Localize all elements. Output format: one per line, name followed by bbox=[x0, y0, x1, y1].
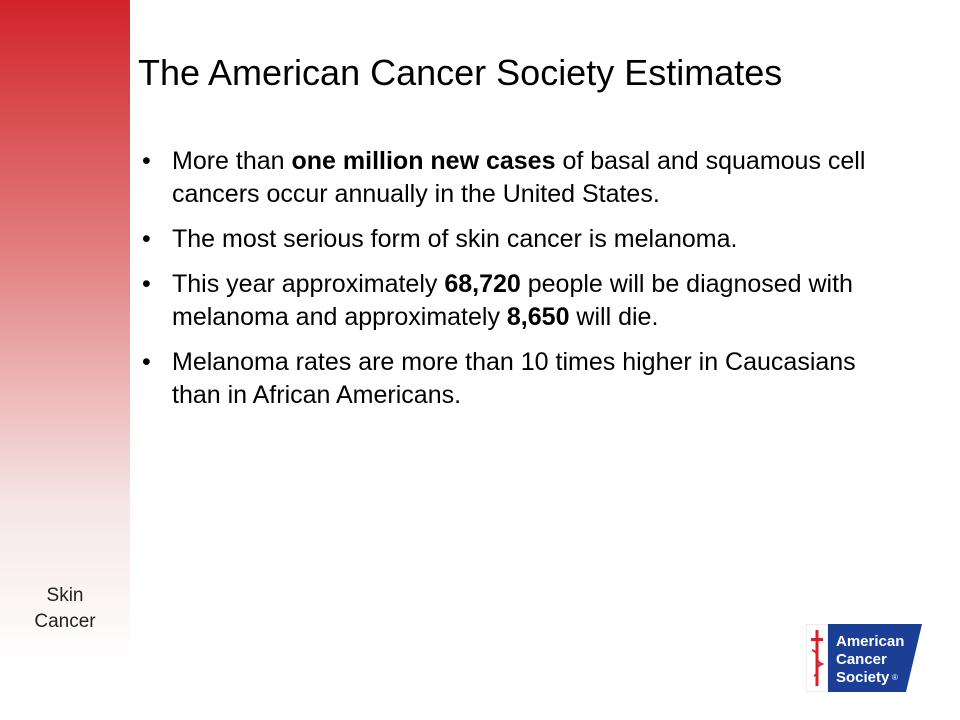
bullet-1-emphasis: one million new cases bbox=[291, 147, 556, 175]
bullet-dot: • bbox=[142, 147, 151, 175]
side-label: Skin Cancer bbox=[0, 583, 130, 635]
bullet-dot: • bbox=[142, 270, 151, 298]
bullet-dot: • bbox=[142, 225, 151, 253]
american-cancer-society-logo: American Cancer Society ® bbox=[806, 624, 922, 692]
bullet-item-3: • This year approximately 68,720 people … bbox=[142, 270, 853, 331]
logo-blue-panel bbox=[828, 624, 922, 692]
slide-title: The American Cancer Society Estimates bbox=[138, 52, 783, 93]
bullet-item-2: • The most serious form of skin cancer i… bbox=[142, 223, 902, 256]
bullet-3-deaths-count: 8,650 bbox=[506, 303, 570, 331]
side-gradient-bar bbox=[0, 0, 130, 720]
bullet-dot: • bbox=[142, 348, 151, 376]
logo-registered: ® bbox=[892, 673, 898, 682]
bullet-item-1: • More than one million new cases of bas… bbox=[142, 147, 866, 208]
logo-line1: American bbox=[836, 633, 904, 650]
sword-icon bbox=[811, 630, 825, 686]
logo-line2: Cancer bbox=[836, 651, 887, 668]
bullet-list: • More than one million new cases of bas… bbox=[142, 145, 902, 424]
side-label-line1: Skin bbox=[46, 585, 84, 606]
logo-line3: Society bbox=[836, 669, 890, 686]
side-label-line2: Cancer bbox=[34, 611, 96, 632]
bullet-3-new-cases-count: 68,720 bbox=[444, 270, 521, 298]
bullet-item-4: • Melanoma rates are more than 10 times … bbox=[142, 348, 856, 409]
